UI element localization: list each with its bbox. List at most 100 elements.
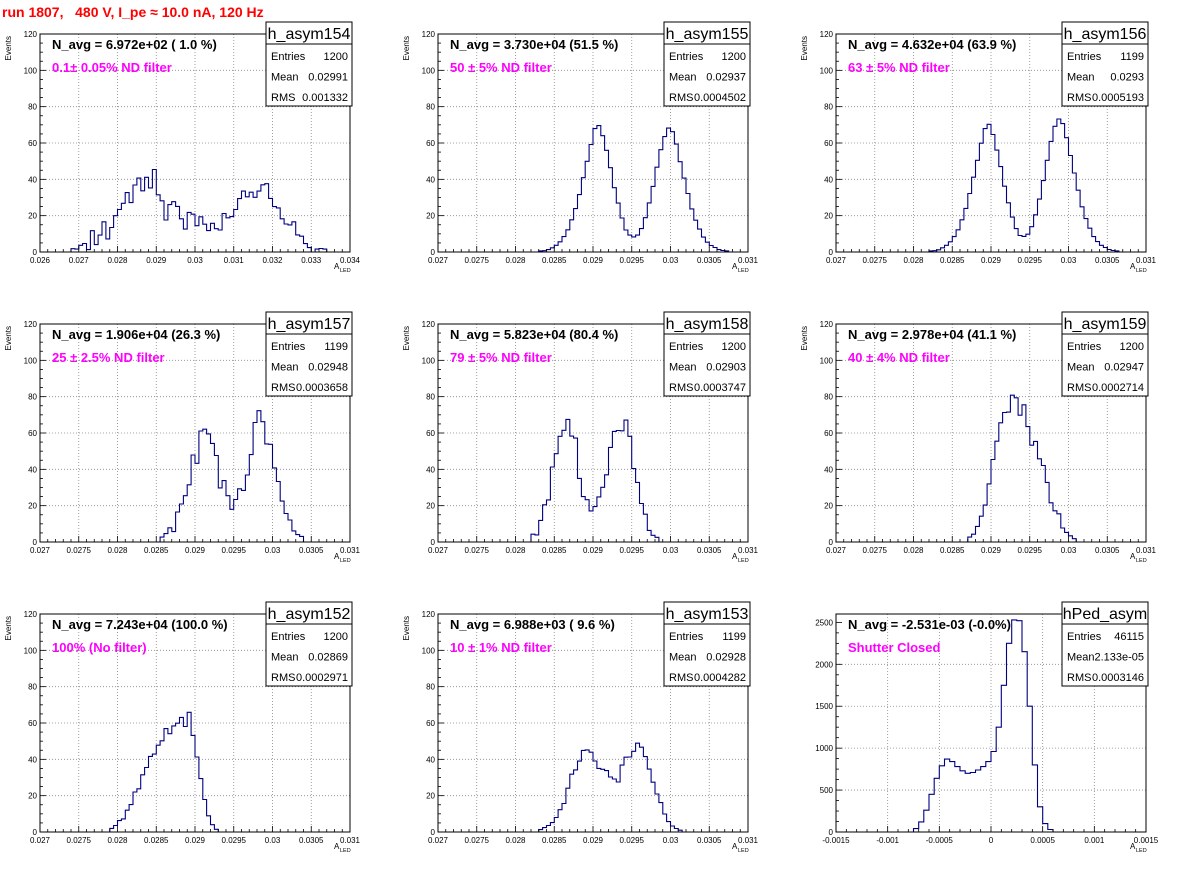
y-tick-label: 100 — [422, 356, 436, 365]
stat-value-mean: 0.02928 — [706, 652, 746, 664]
y-tick-label: 40 — [824, 465, 833, 474]
stat-value-entries: 1200 — [722, 51, 746, 63]
y-tick-label: 120 — [24, 320, 38, 329]
histogram-line — [925, 118, 1123, 253]
stat-value-rms: 0.0003146 — [1092, 672, 1144, 684]
y-tick-label: 80 — [28, 683, 37, 692]
stat-value-mean: 0.02947 — [1104, 362, 1144, 374]
x-tick-label: 0.029 — [583, 256, 604, 265]
y-tick-label: 80 — [824, 103, 833, 112]
stat-value-mean: 2.133e-05 — [1094, 652, 1144, 664]
x-tick-label: 0.0285 — [542, 256, 567, 265]
navg-label: N_avg = 4.632e+04 (63.9 %) — [848, 37, 1016, 52]
stat-value-rms: 0.0002714 — [1092, 382, 1144, 394]
stat-label-rms: RMS — [669, 382, 693, 394]
x-tick-label: 0.029 — [981, 256, 1002, 265]
stat-value-mean: 0.02991 — [308, 72, 348, 84]
filter-annotation: 50 ± 5% ND filter — [450, 60, 552, 75]
stat-value-rms: 0.0004282 — [694, 672, 746, 684]
x-tick-label: 0.001 — [1084, 836, 1105, 845]
x-axis-label-subscript: LED — [340, 848, 351, 854]
y-tick-label: 0 — [829, 538, 834, 547]
filter-annotation: 40 ± 4% ND filter — [848, 350, 950, 365]
stat-value-rms: 0.0003658 — [296, 382, 348, 394]
y-tick-label: 20 — [426, 792, 435, 801]
x-tick-label: 0.0305 — [1095, 546, 1120, 555]
histogram-panel-h_asym155: 0.027 0.0275 0.028 0.0285 0.029 0.0295 0.03 0.0… — [402, 21, 759, 274]
x-axis-label: A — [732, 262, 738, 271]
x-tick-label: 0.03 — [1061, 546, 1077, 555]
x-tick-label: 0.029 — [981, 546, 1002, 555]
y-axis-label: Events — [4, 326, 13, 350]
x-tick-label: 0.0295 — [1018, 256, 1043, 265]
y-tick-label: 40 — [426, 175, 435, 184]
y-tick-label: 0 — [431, 828, 436, 837]
stat-label-mean: Mean — [1067, 362, 1095, 374]
y-tick-label: 1500 — [815, 702, 833, 711]
y-tick-label: 0 — [33, 538, 38, 547]
stat-label-mean: Mean — [271, 362, 299, 374]
x-tick-label: 0.031 — [738, 256, 759, 265]
y-axis-label: Events — [800, 326, 809, 350]
x-tick-label: 0.0305 — [299, 546, 324, 555]
x-tick-label: 0.0275 — [67, 546, 92, 555]
y-tick-label: 60 — [824, 139, 833, 148]
y-tick-label: 60 — [426, 719, 435, 728]
stat-value-mean: 0.02903 — [706, 362, 746, 374]
x-tick-label: 0.03 — [265, 546, 281, 555]
y-tick-label: 20 — [426, 212, 435, 221]
stats-box — [663, 21, 751, 107]
histogram-line — [963, 394, 1081, 543]
x-tick-label: 0.027 — [428, 546, 449, 555]
x-tick-label: 0.029 — [185, 836, 206, 845]
stat-label-entries: Entries — [669, 341, 704, 353]
x-axis-label: A — [334, 552, 340, 561]
y-axis-label: Events — [402, 36, 411, 60]
stat-label-rms: RMS — [271, 382, 295, 394]
x-axis-label-subscript: LED — [340, 558, 351, 564]
x-tick-label: 0.029 — [583, 836, 604, 845]
y-tick-label: 20 — [824, 212, 833, 221]
x-tick-label: 0.027 — [428, 256, 449, 265]
stat-value-rms: 0.0004502 — [694, 92, 746, 104]
stat-value-mean: 0.02937 — [706, 72, 746, 84]
y-tick-label: 40 — [28, 755, 37, 764]
x-tick-label: 0.0285 — [940, 256, 965, 265]
stat-label-mean: Mean — [669, 72, 697, 84]
y-tick-label: 2000 — [815, 660, 833, 669]
x-tick-label: 0.031 — [340, 836, 361, 845]
y-tick-label: 20 — [426, 502, 435, 511]
x-axis-label-subscript: LED — [1136, 848, 1147, 854]
x-tick-label: 0.031 — [224, 256, 245, 265]
stat-label-mean: Mean — [669, 362, 697, 374]
x-tick-label: 0.0285 — [542, 546, 567, 555]
y-tick-label: 0 — [431, 248, 436, 257]
y-tick-label: 60 — [824, 429, 833, 438]
y-axis-label: Events — [402, 616, 411, 640]
y-tick-label: 120 — [820, 30, 834, 39]
x-tick-label: 0 — [989, 836, 994, 845]
stat-value-rms: 0.0005193 — [1092, 92, 1144, 104]
y-tick-label: 500 — [820, 786, 834, 795]
histogram-panel-h_asym158: 0.027 0.0275 0.028 0.0285 0.029 0.0295 0.03 0.0… — [402, 311, 759, 564]
y-tick-label: 120 — [422, 320, 436, 329]
x-tick-label: 0.027 — [69, 256, 90, 265]
stat-label-mean: Mean — [271, 72, 299, 84]
y-axis-label: Events — [4, 616, 13, 640]
histogram-panel-h_asym157: 0.027 0.0275 0.028 0.0285 0.029 0.0295 0.03 0.0… — [4, 311, 361, 564]
stat-label-rms: RMS — [1067, 672, 1091, 684]
x-tick-label: 0.034 — [340, 256, 361, 265]
histogram-name: h_asym156 — [1064, 26, 1147, 43]
x-tick-label: 0.028 — [903, 546, 924, 555]
x-tick-label: 0.031 — [1136, 546, 1157, 555]
stats-box — [663, 311, 751, 397]
x-tick-label: 0.028 — [107, 256, 128, 265]
x-tick-label: 0.029 — [185, 546, 206, 555]
stat-value-mean: 0.02869 — [308, 652, 348, 664]
stats-box — [1061, 311, 1149, 397]
y-tick-label: 80 — [824, 393, 833, 402]
x-tick-label: 0.028 — [107, 836, 128, 845]
stats-box — [1061, 21, 1149, 107]
filter-annotation: 10 ± 1% ND filter — [450, 640, 552, 655]
y-tick-label: 60 — [426, 429, 435, 438]
